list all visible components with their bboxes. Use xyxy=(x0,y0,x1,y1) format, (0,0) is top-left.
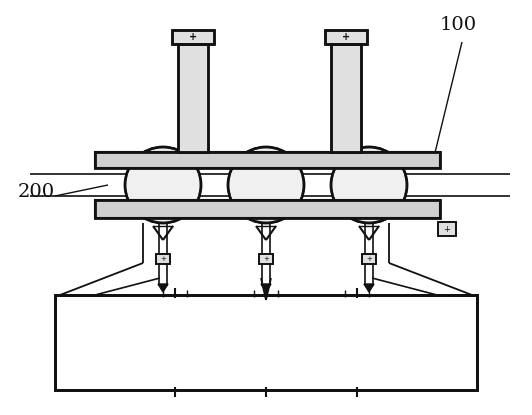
Text: +: + xyxy=(263,256,269,262)
Bar xyxy=(156,254,170,264)
Bar xyxy=(325,30,367,44)
Text: +: + xyxy=(342,32,350,42)
Bar xyxy=(178,44,208,152)
Bar xyxy=(95,152,440,168)
Bar xyxy=(259,254,273,264)
Bar xyxy=(259,254,273,264)
Bar xyxy=(438,222,456,236)
Bar xyxy=(172,30,214,44)
Bar xyxy=(95,200,440,218)
Polygon shape xyxy=(261,284,271,292)
Bar xyxy=(95,152,440,168)
Bar xyxy=(95,200,440,218)
Bar xyxy=(156,254,170,264)
Bar xyxy=(362,254,376,264)
Text: +: + xyxy=(444,225,451,234)
Bar xyxy=(55,295,477,390)
Text: 100: 100 xyxy=(440,16,477,34)
Text: +: + xyxy=(189,32,197,42)
Bar xyxy=(362,254,376,264)
Bar xyxy=(55,295,477,390)
Circle shape xyxy=(228,147,304,223)
Bar xyxy=(438,222,456,236)
Polygon shape xyxy=(158,284,168,292)
Polygon shape xyxy=(364,284,374,292)
Bar xyxy=(331,44,361,152)
Bar xyxy=(178,44,208,152)
Text: +: + xyxy=(160,256,166,262)
Circle shape xyxy=(331,147,407,223)
Text: 200: 200 xyxy=(18,183,55,201)
Bar xyxy=(325,30,367,44)
Bar xyxy=(172,30,214,44)
Text: +: + xyxy=(366,256,372,262)
Bar xyxy=(331,44,361,152)
Circle shape xyxy=(125,147,201,223)
